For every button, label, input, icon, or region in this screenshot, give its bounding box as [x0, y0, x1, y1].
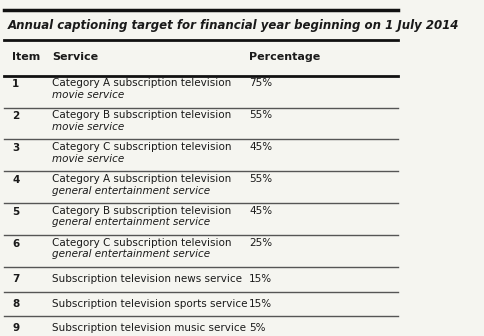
Text: 3: 3 [12, 143, 19, 153]
Text: 7: 7 [12, 275, 19, 284]
Text: Item: Item [12, 52, 40, 62]
Text: Category B subscription television: Category B subscription television [52, 110, 231, 120]
Text: 55%: 55% [249, 110, 272, 120]
Text: 9: 9 [12, 324, 19, 333]
Text: 45%: 45% [249, 142, 272, 152]
Text: Category B subscription television: Category B subscription television [52, 206, 231, 216]
Text: 8: 8 [12, 299, 19, 309]
Text: 5: 5 [12, 207, 19, 217]
Text: movie service: movie service [52, 122, 124, 132]
Text: 6: 6 [12, 239, 19, 249]
Text: general entertainment service: general entertainment service [52, 217, 210, 227]
Text: 25%: 25% [249, 238, 272, 248]
Text: Subscription television news service: Subscription television news service [52, 275, 242, 284]
Text: Category C subscription television: Category C subscription television [52, 238, 231, 248]
Text: Subscription television sports service: Subscription television sports service [52, 299, 247, 309]
Text: 75%: 75% [249, 78, 272, 88]
Text: Category A subscription television: Category A subscription television [52, 78, 231, 88]
Text: movie service: movie service [52, 154, 124, 164]
Text: 45%: 45% [249, 206, 272, 216]
Text: Category C subscription television: Category C subscription television [52, 142, 231, 152]
Text: Service: Service [52, 52, 98, 62]
Text: 2: 2 [12, 111, 19, 121]
Text: 55%: 55% [249, 174, 272, 184]
Text: Percentage: Percentage [249, 52, 320, 62]
Text: Annual captioning target for financial year beginning on 1 July 2014: Annual captioning target for financial y… [8, 19, 458, 32]
Text: 15%: 15% [249, 275, 272, 284]
Text: 15%: 15% [249, 299, 272, 309]
Text: general entertainment service: general entertainment service [52, 249, 210, 259]
Text: 4: 4 [12, 175, 19, 185]
Text: movie service: movie service [52, 90, 124, 100]
Text: Subscription television music service: Subscription television music service [52, 324, 246, 333]
Text: general entertainment service: general entertainment service [52, 185, 210, 196]
Text: Category A subscription television: Category A subscription television [52, 174, 231, 184]
Text: 5%: 5% [249, 324, 265, 333]
Text: 1: 1 [12, 79, 19, 89]
